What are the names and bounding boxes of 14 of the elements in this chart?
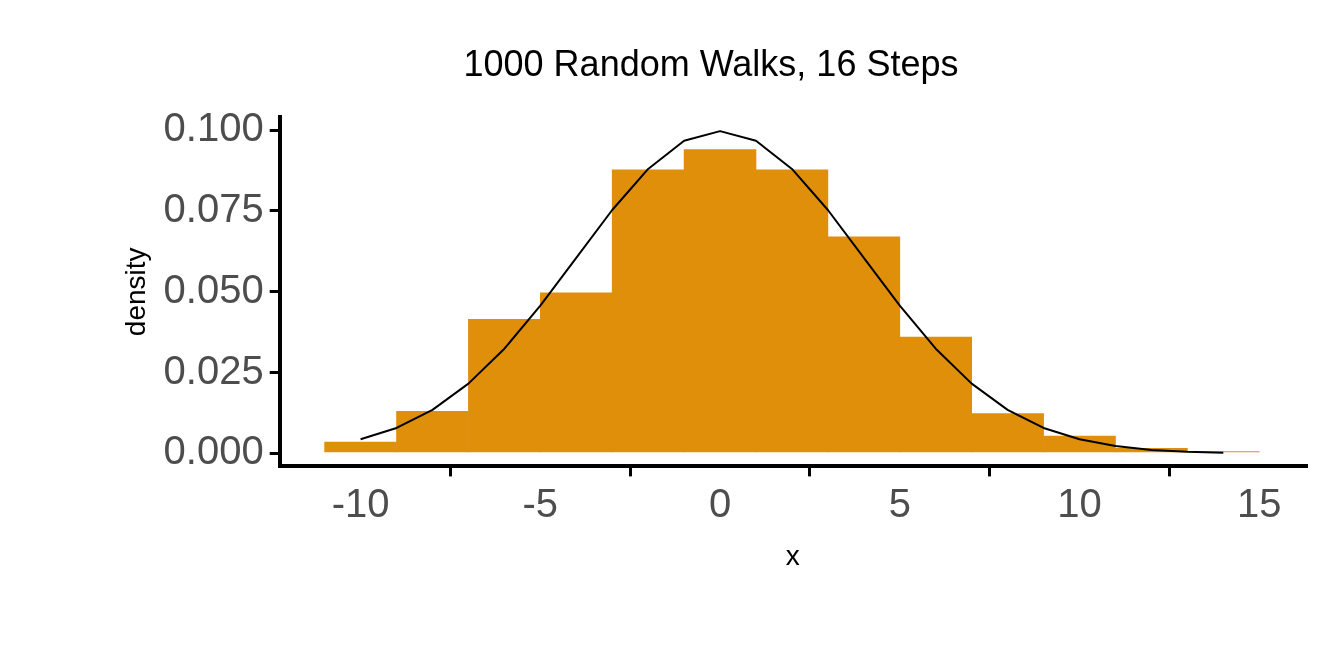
x-tick-label: -5 xyxy=(522,481,559,526)
x-tick-label: 15 xyxy=(1237,481,1282,526)
y-tick-label: 0.075 xyxy=(163,186,264,230)
chart-title: 1000 Random Walks, 16 Steps xyxy=(463,42,959,84)
y-tick-label: 0.050 xyxy=(163,266,264,311)
x-tick-label: -10 xyxy=(331,481,390,526)
y-tick-label: 0.025 xyxy=(163,347,264,392)
x-tick-label: 0 xyxy=(708,481,732,526)
y-tick-label: 0.000 xyxy=(163,428,264,473)
x-tick-label: 10 xyxy=(1057,481,1102,526)
y-tick-label: 0.100 xyxy=(163,105,264,150)
x-axis-title: x xyxy=(785,539,800,571)
x-tick-label: 5 xyxy=(888,481,911,526)
y-axis-title: density xyxy=(119,247,151,337)
